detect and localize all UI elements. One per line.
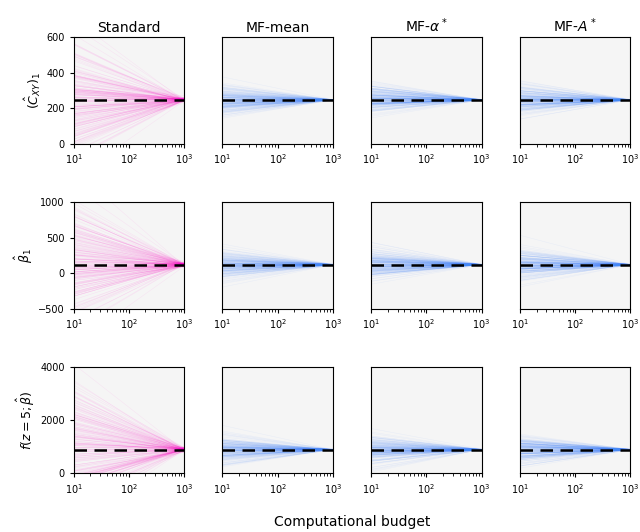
Title: MF-mean: MF-mean (246, 21, 310, 35)
Title: MF-$\alpha^*$: MF-$\alpha^*$ (405, 16, 448, 35)
Text: Computational budget: Computational budget (274, 516, 430, 529)
Title: Standard: Standard (97, 21, 161, 35)
Title: MF-$A^*$: MF-$A^*$ (554, 16, 597, 35)
Y-axis label: $(\hat{C}_{XY})_1$: $(\hat{C}_{XY})_1$ (23, 72, 44, 109)
Y-axis label: $f(z=5;\hat{\beta})$: $f(z=5;\hat{\beta})$ (15, 390, 37, 450)
Y-axis label: $\hat{\beta}_1$: $\hat{\beta}_1$ (13, 248, 35, 263)
